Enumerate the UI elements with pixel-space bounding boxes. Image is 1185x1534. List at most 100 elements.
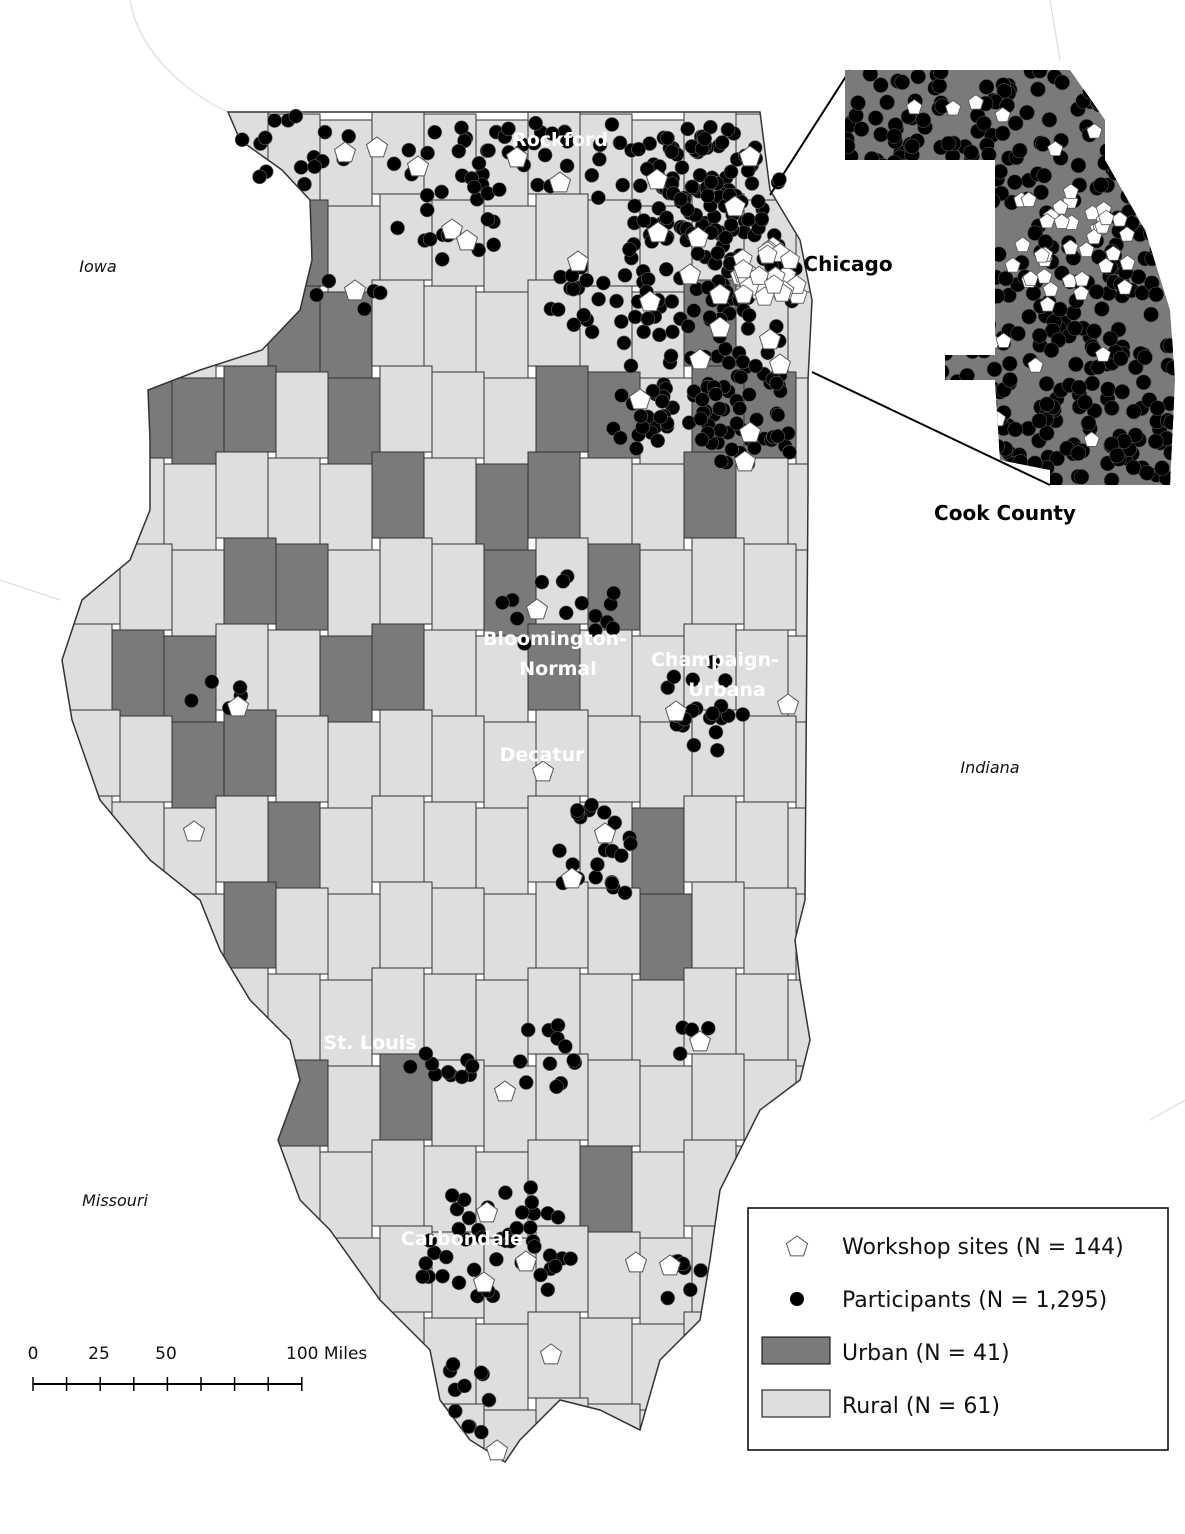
participant <box>498 1185 513 1201</box>
county <box>735 973 789 1061</box>
workshop-site <box>646 221 670 243</box>
workshop-site <box>485 1439 509 1461</box>
participant <box>623 358 639 374</box>
workshop-site <box>1073 284 1090 301</box>
scale-bar: 0 25 50 100 Miles <box>28 1344 367 1391</box>
participant <box>570 803 585 818</box>
workshop-site <box>1027 357 1044 373</box>
participant <box>964 343 981 360</box>
participant <box>982 396 998 412</box>
participant <box>341 129 356 144</box>
participant <box>924 303 941 320</box>
county <box>371 1311 425 1399</box>
participant <box>1163 414 1175 431</box>
participant <box>653 409 668 425</box>
participant <box>908 171 925 188</box>
participant <box>588 608 603 624</box>
participant <box>357 301 372 317</box>
participant <box>658 262 674 277</box>
participant <box>293 160 309 175</box>
participant <box>935 251 952 268</box>
participant <box>420 145 435 161</box>
county <box>223 1053 277 1141</box>
participant <box>741 212 756 227</box>
participant <box>735 707 751 722</box>
participant <box>962 384 978 401</box>
participant <box>970 308 987 325</box>
county <box>423 973 477 1061</box>
participant <box>454 1069 470 1085</box>
county <box>379 537 433 625</box>
participant <box>1084 375 1101 392</box>
participant <box>908 297 925 314</box>
participant <box>566 1053 581 1068</box>
participant <box>1086 323 1102 339</box>
county <box>327 1237 381 1325</box>
county <box>527 451 581 539</box>
workshop-site <box>1052 199 1069 215</box>
county <box>223 365 277 453</box>
participant <box>579 272 594 288</box>
participant <box>520 1022 536 1038</box>
county <box>171 549 225 637</box>
participant <box>1027 225 1043 241</box>
participant <box>317 124 333 140</box>
participant <box>914 168 930 185</box>
county <box>327 893 381 981</box>
participant <box>887 350 903 366</box>
county <box>631 807 685 895</box>
participant <box>718 673 733 688</box>
participant <box>946 332 963 348</box>
participant <box>1036 167 1052 184</box>
workshop-site <box>911 403 928 419</box>
participant <box>949 202 965 219</box>
participant <box>944 234 961 251</box>
participant <box>615 177 631 193</box>
county <box>639 1237 693 1325</box>
inset-leader <box>811 371 1051 486</box>
county <box>683 795 737 883</box>
county <box>163 979 217 1067</box>
participant <box>744 176 760 191</box>
participant <box>1125 403 1142 420</box>
county <box>379 1397 433 1462</box>
participant <box>897 158 913 175</box>
participant <box>891 350 908 366</box>
workshop-site <box>406 155 430 177</box>
participant <box>288 108 304 124</box>
participant <box>958 273 974 289</box>
participant <box>857 224 874 240</box>
county <box>67 1225 121 1313</box>
participant <box>951 289 967 306</box>
participant <box>509 1220 525 1236</box>
participant <box>937 192 954 209</box>
county <box>215 1139 269 1227</box>
participant <box>846 309 863 326</box>
participant <box>435 1268 450 1284</box>
participant <box>891 261 907 278</box>
county <box>327 1065 381 1153</box>
participant <box>542 1056 558 1071</box>
participant <box>946 319 962 335</box>
participant <box>1119 88 1136 105</box>
participant <box>961 423 977 439</box>
workshop-site <box>906 99 923 115</box>
legend: Workshop sites (N = 144) Participants (N… <box>747 1207 1169 1451</box>
participant <box>928 413 944 430</box>
participant <box>480 212 496 227</box>
participant <box>959 367 975 384</box>
participant <box>1128 73 1145 89</box>
county <box>371 1139 425 1227</box>
workshop-site <box>763 274 785 294</box>
county <box>62 1139 113 1227</box>
participant <box>845 429 856 446</box>
participant <box>1160 108 1175 125</box>
workshop-site <box>1042 281 1059 297</box>
county <box>631 1151 685 1239</box>
participant <box>944 282 961 298</box>
workshop-site <box>723 195 747 217</box>
county <box>431 887 485 975</box>
participant <box>464 1058 480 1074</box>
participant <box>1090 359 1106 375</box>
workshop-site <box>638 290 662 312</box>
